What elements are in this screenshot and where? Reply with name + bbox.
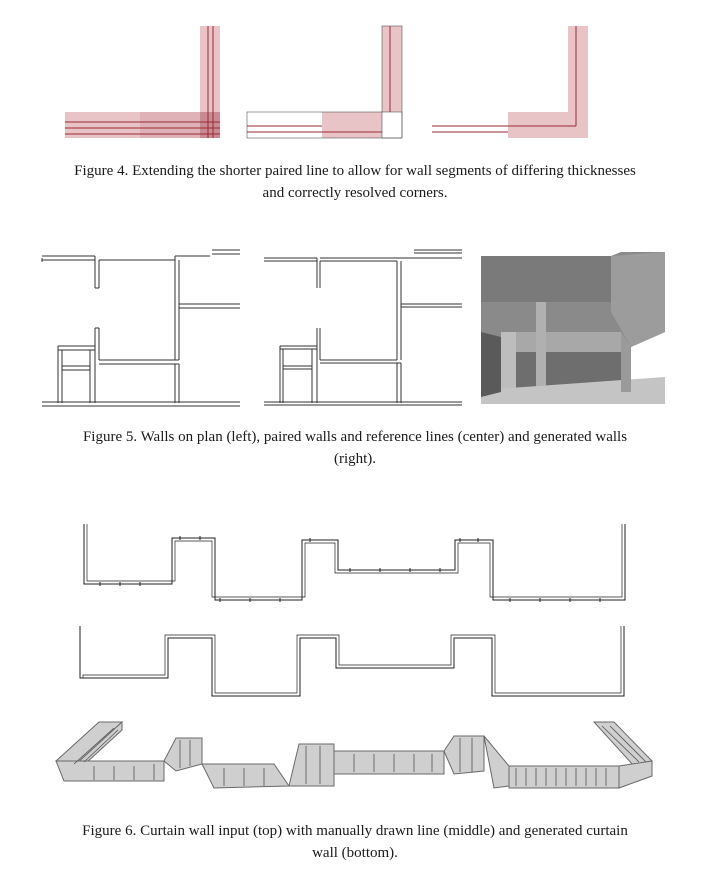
figure-6-curtain-wall-input xyxy=(80,520,630,604)
figure-4-diagrams xyxy=(60,24,600,142)
figure-5-caption-line2: (right). xyxy=(333,451,377,467)
figure-4-caption: Figure 4. Extending the shorter paired l… xyxy=(20,160,690,204)
figure-5-plan-center xyxy=(262,248,467,410)
figure-4-caption-line2: and correctly resolved corners. xyxy=(262,185,448,201)
figure-6-caption: Figure 6. Curtain wall input (top) with … xyxy=(20,820,690,864)
figure-5-generated-walls xyxy=(481,252,665,404)
corner-diagram-2 xyxy=(246,25,403,139)
figure-6-generated-curtain-wall xyxy=(54,716,654,796)
figure-6-caption-line2: wall (bottom). xyxy=(312,845,398,861)
figure-6-caption-line1: Figure 6. Curtain wall input (top) with … xyxy=(82,823,628,839)
corner-diagram-3 xyxy=(432,26,588,138)
figure-5-caption-line1: Figure 5. Walls on plan (left), paired w… xyxy=(82,429,628,445)
figure-6-manually-drawn-line xyxy=(76,624,632,700)
figure-4-caption-line1: Figure 4. Extending the shorter paired l… xyxy=(74,163,636,179)
figure-5-caption: Figure 5. Walls on plan (left), paired w… xyxy=(20,426,690,470)
corner-diagram-1 xyxy=(65,26,220,138)
figure-5-plan-left xyxy=(40,248,245,410)
